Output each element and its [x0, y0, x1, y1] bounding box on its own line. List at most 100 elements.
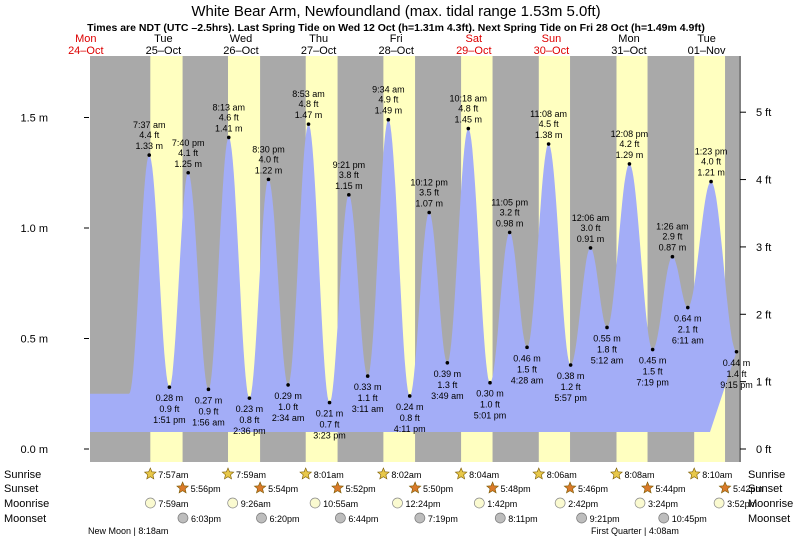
tide-time-label: 7:40 pm	[172, 138, 205, 148]
moonset-icon	[335, 512, 346, 524]
sunrise-time: 7:57am	[158, 470, 188, 480]
tide-ft-label: 4.8 ft	[299, 99, 320, 109]
tide-point	[306, 122, 311, 126]
moonset-icon	[414, 512, 426, 524]
tide-ft-label: 1.0 ft	[278, 402, 299, 412]
moonrise-icon	[473, 497, 485, 509]
right-tick-label: 2 ft	[756, 309, 771, 321]
tide-time-label: 12:06 am	[572, 213, 610, 223]
tide-time-label: 5:01 pm	[474, 411, 507, 421]
tide-ft-label: 0.9 ft	[198, 406, 219, 416]
tide-m-label: 0.44 m	[723, 358, 751, 368]
day-header-date: 25–Oct	[146, 45, 181, 57]
day-header-date: 28–Oct	[378, 45, 413, 57]
tide-m-label: 1.41 m	[215, 123, 243, 133]
moonrise-time: 9:26am	[241, 499, 271, 509]
tide-time-label: 10:18 am	[450, 94, 488, 104]
tide-time-label: 3:11 am	[352, 404, 384, 414]
tide-ft-label: 3.2 ft	[500, 207, 521, 217]
sunrise-time: 8:01am	[314, 470, 344, 480]
astro-rows: Sunrise Sunrise Sunset Sunset Moonrise Moonri…	[4, 467, 793, 536]
tide-m-label: 0.30 m	[476, 389, 504, 399]
tide-ft-label: 4.4 ft	[139, 130, 160, 140]
tide-point	[206, 387, 211, 392]
tide-time-label: 9:21 pm	[333, 160, 366, 170]
tide-m-label: 0.64 m	[674, 314, 702, 324]
tide-time-label: 5:57 pm	[554, 393, 587, 403]
sunrise-time: 8:06am	[547, 470, 577, 480]
moonrise-icon	[634, 497, 646, 509]
sunrise-icon	[299, 467, 313, 480]
tide-ft-label: 4.5 ft	[539, 119, 560, 129]
tide-ft-label: 0.9 ft	[159, 404, 180, 414]
sunset-time: 5:56pm	[191, 484, 221, 494]
sunset-time: 5:42pm	[733, 484, 763, 494]
tide-point	[588, 246, 593, 250]
tide-point	[488, 380, 492, 385]
tide-point	[605, 325, 609, 330]
tide-time-label: 5:12 am	[591, 355, 624, 365]
moonrise-icon	[227, 497, 239, 509]
tide-point	[226, 135, 231, 140]
tide-point	[327, 400, 332, 405]
tide-ft-label: 4.2 ft	[619, 139, 640, 149]
tide-m-label: 0.45 m	[639, 356, 667, 366]
tide-ft-label: 3.5 ft	[419, 188, 440, 198]
sunrise-icon	[143, 467, 157, 480]
tide-time-label: 8:30 pm	[252, 144, 285, 154]
tide-m-label: 0.24 m	[396, 402, 424, 412]
day-header-dow: Thu	[309, 33, 328, 45]
tide-m-label: 1.25 m	[174, 159, 202, 169]
tide-m-label: 0.91 m	[577, 234, 605, 244]
tide-ft-label: 1.2 ft	[561, 382, 582, 392]
day-header-dow: Fri	[390, 33, 403, 45]
right-tick-label: 1 ft	[756, 377, 771, 389]
tide-point	[670, 254, 675, 259]
day-header-date: 27–Oct	[301, 45, 336, 57]
tide-point	[365, 374, 370, 378]
tide-point	[650, 347, 655, 352]
sunrise-time: 8:02am	[391, 470, 421, 480]
tide-m-label: 0.29 m	[274, 391, 302, 401]
tide-point	[507, 230, 512, 235]
tide-m-label: 0.27 m	[195, 395, 223, 405]
sunrise-icon	[687, 467, 701, 480]
moonrise-time: 3:24pm	[648, 499, 678, 509]
tide-time-label: 6:11 am	[672, 336, 704, 346]
tide-time-label: 9:15 pm	[720, 380, 753, 390]
tide-m-label: 1.07 m	[415, 199, 443, 209]
tide-point	[386, 117, 391, 122]
moonset-time: 8:11pm	[508, 514, 537, 524]
tide-m-label: 0.87 m	[659, 243, 687, 253]
tide-ft-label: 1.5 ft	[643, 367, 664, 377]
tide-m-label: 0.28 m	[156, 393, 184, 403]
tide-m-label: 1.45 m	[455, 115, 483, 125]
tide-time-label: 3:23 pm	[313, 431, 346, 441]
sunrise-icon	[376, 467, 390, 480]
moon-phase-label: New Moon | 8:18am	[88, 526, 168, 536]
moonset-time: 10:45pm	[672, 514, 707, 524]
tide-point	[286, 383, 290, 387]
day-header-dow: Tue	[697, 33, 716, 45]
moonrise-time: 3:52pm	[727, 499, 757, 509]
tide-ft-label: 1.1 ft	[358, 393, 379, 403]
tide-point	[347, 193, 351, 197]
tide-m-label: 1.21 m	[697, 168, 725, 178]
moonrise-time: 10:55am	[323, 499, 358, 509]
tide-m-label: 0.39 m	[434, 369, 462, 379]
moonrise-icon	[554, 497, 566, 509]
tide-m-label: 1.47 m	[295, 110, 323, 120]
moonrise-icon	[392, 497, 403, 509]
tide-ft-label: 4.6 ft	[219, 112, 240, 122]
day-header-dow: Mon	[618, 33, 639, 45]
moonset-icon	[256, 512, 267, 524]
day-header-dow: Sun	[542, 33, 562, 45]
tide-time-label: 1:23 pm	[695, 147, 728, 157]
sunset-icon	[486, 481, 500, 494]
left-tick-label: 0.5 m	[20, 334, 48, 346]
tide-ft-label: 0.8 ft	[239, 415, 260, 425]
sunset-icon	[408, 481, 422, 494]
tide-m-label: 0.23 m	[236, 404, 264, 414]
tide-time-label: 7:37 am	[133, 120, 166, 130]
sunrise-time: 8:08am	[624, 470, 654, 480]
